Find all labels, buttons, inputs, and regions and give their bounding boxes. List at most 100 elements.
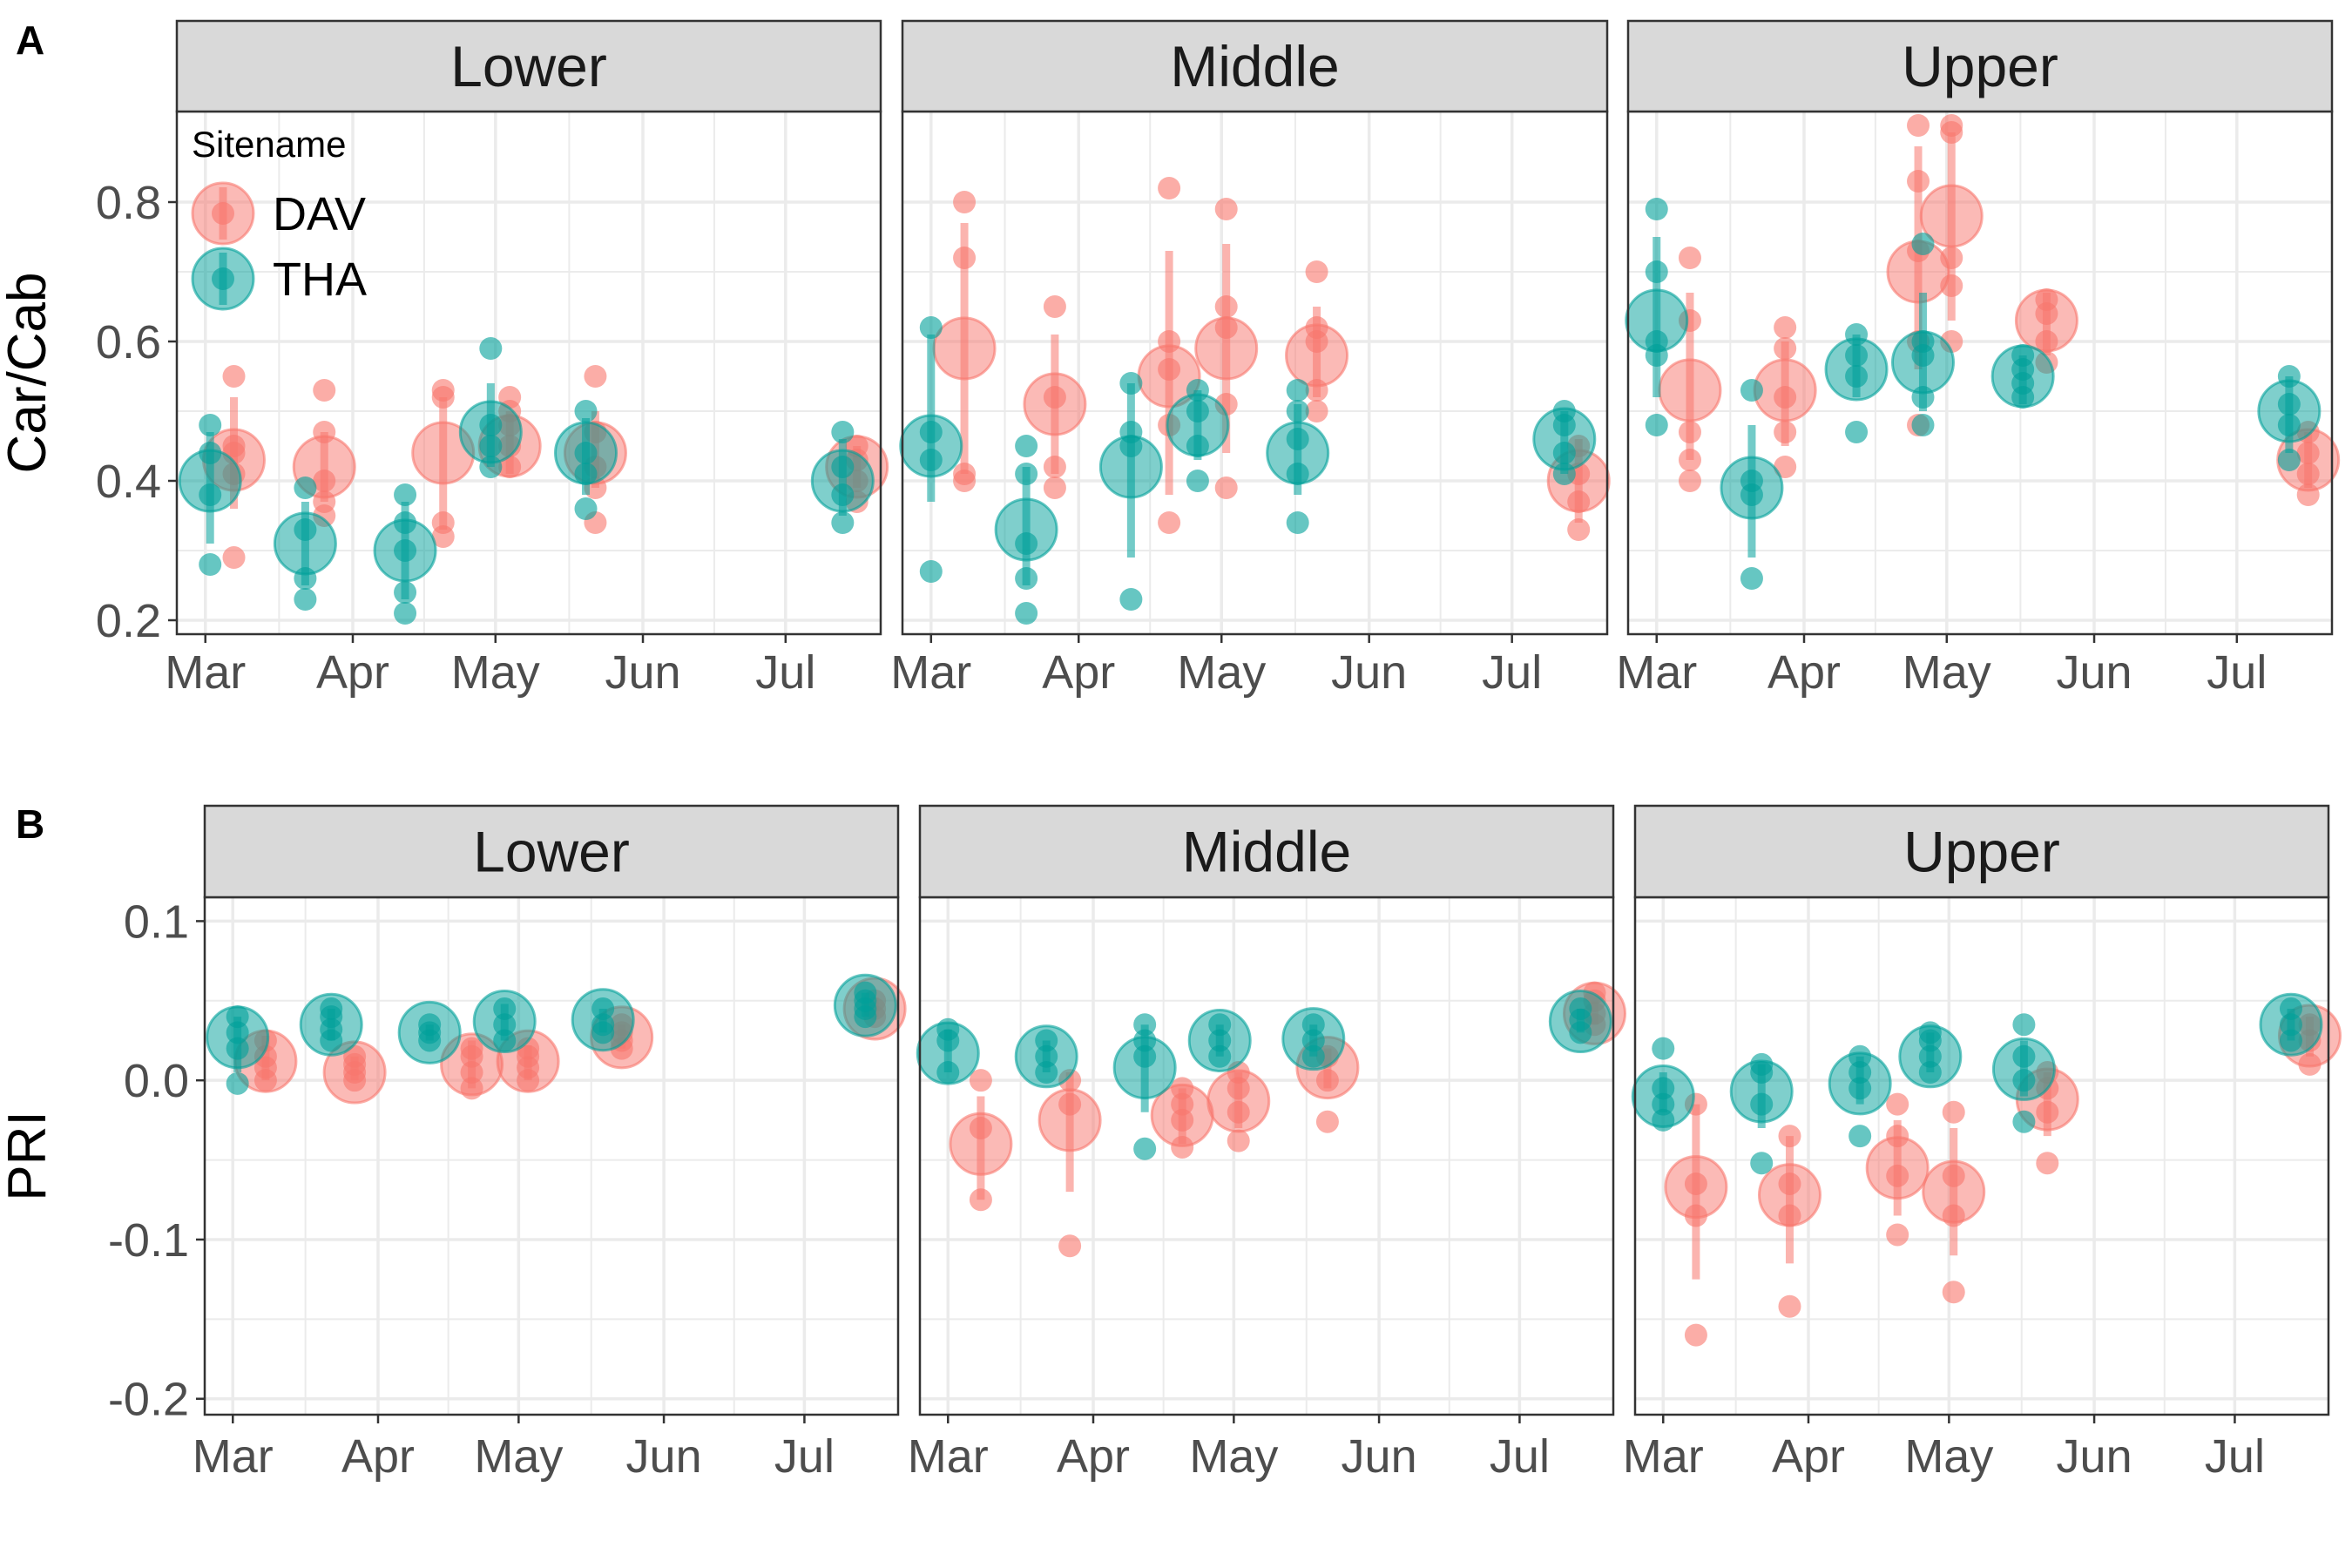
data-point [1158,177,1181,199]
data-point [394,483,417,506]
x-tick-label: Mar [1616,646,1697,699]
mean-point [299,992,363,1057]
x-tick-label: Apr [1767,646,1841,699]
data-point [431,379,455,402]
plot-area [205,897,898,1415]
plot-area [920,897,1613,1415]
facet-lower: Lower Mar Apr May Jun Jul -0.2 -0.1 0.0 0.1 [108,804,907,1483]
mean-point [1285,323,1349,388]
mean-point [1890,330,1955,395]
mean-point [810,449,875,513]
data-point [1911,414,1935,436]
y-axis-title: Car/Cab [0,273,57,474]
data-point [1286,511,1309,534]
data-point [1645,414,1668,436]
panel-tag: A [16,17,44,63]
data-point [1043,295,1066,318]
y-tick-label: -0.1 [108,1214,189,1267]
mean-point [472,990,537,1054]
series-tha [1625,198,2322,590]
series-dav [932,177,1611,541]
y-axis-title: PRI [0,1111,57,1200]
facet-strip-label: Lower [450,34,607,98]
data-point [1678,421,1701,443]
facet-lower: Lower Mar Apr May Jun Jul 0.2 0.4 0.6 0.8 Sitename… [96,19,889,699]
mean-point [1753,358,1817,422]
data-point [1315,1110,1339,1133]
data-point [1774,421,1797,443]
data-point [1774,316,1797,339]
data-point [1940,274,1963,297]
x-tick-label: Jul [1490,1430,1550,1483]
mean-point [1023,372,1087,436]
data-point [1119,588,1143,611]
data-point [1684,1323,1707,1347]
data-point [1911,233,1935,255]
facet-strip [203,804,900,899]
mean-point [1898,1024,1963,1089]
data-point [1886,1223,1909,1247]
mean-point [1548,990,1612,1054]
x-tick-label: Apr [1057,1430,1130,1483]
data-point [1778,1294,1801,1318]
x-tick-label: Apr [1772,1430,1845,1483]
data-point [1907,170,1930,193]
facet-strip-label: Upper [1902,34,2058,98]
data-point [1652,1037,1675,1060]
mean-point [1625,288,1689,353]
x-tick-label: Jun [2056,646,2132,699]
x-tick-label: Jun [605,646,680,699]
data-point [1058,1234,1082,1258]
mean-point [206,1005,270,1070]
mean-point [1206,1069,1271,1133]
x-tick-label: Mar [890,646,971,699]
mean-point [1112,1036,1177,1100]
series-dav [1658,114,2341,506]
y-tick-label: 0.0 [124,1055,189,1107]
data-point [2036,1152,2059,1175]
data-point [1886,1092,1909,1116]
mean-point [554,421,618,485]
mean-point [273,511,337,576]
mean-point [1990,344,2055,409]
data-point [479,337,503,360]
data-point [226,1071,249,1095]
x-tick-label: May [1903,646,1991,699]
data-point [1778,1125,1801,1148]
mean-point [833,973,897,1037]
mean-point [1865,1136,1930,1200]
data-point [498,386,522,409]
y-tick-label: 0.8 [96,177,161,229]
data-point [2012,1013,2036,1037]
data-point [199,414,222,436]
mean-point [1631,1064,1695,1128]
x-tick-label: Jul [1482,646,1542,699]
data-point [313,379,336,402]
mean-point [2014,288,2078,353]
data-point [1645,260,1668,283]
data-point [1015,435,1038,457]
mean-point [2257,379,2322,443]
facet-middle: Middle Mar Apr May Jun Jul [890,19,1611,699]
x-tick-label: May [1177,646,1266,699]
data-point [1678,449,1701,471]
data-point [1942,1100,1965,1124]
data-point [294,476,317,499]
mean-point [1658,358,1722,422]
mean-point [1037,1088,1102,1152]
mean-point [458,400,523,464]
panel-B: B PRI Lower Mar Apr May Jun Jul -0.2 -0.1 0.0 0.1 Mi… [0,801,2342,1483]
data-point [1015,602,1038,625]
mean-point [916,1021,980,1085]
data-point [1305,260,1328,283]
legend-title: Sitename [192,124,346,165]
data-point [1305,400,1328,422]
data-point [1940,114,1963,137]
x-tick-label: Jul [2205,1430,2265,1483]
data-point [574,400,598,422]
data-point [222,365,246,388]
mean-point [899,414,963,478]
series-tha [1631,992,2323,1175]
legend: Sitename DAV THA [191,124,367,311]
